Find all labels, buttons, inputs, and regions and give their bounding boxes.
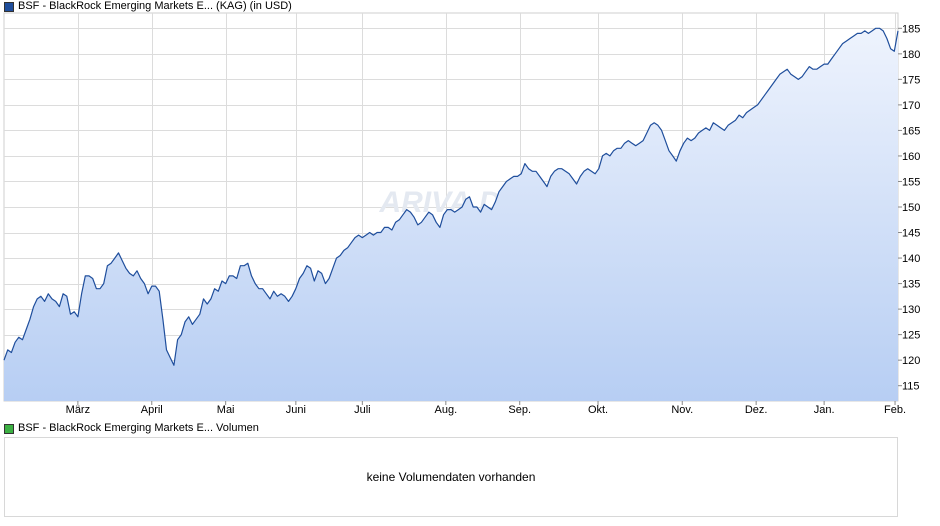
x-tick-label: Nov. <box>671 404 693 416</box>
volume-legend: BSF - BlackRock Emerging Markets E... Vo… <box>4 422 259 435</box>
y-tick-label: 175 <box>902 74 920 86</box>
price-chart: ARIVA.DE11512012513013514014515015516016… <box>3 12 920 416</box>
volume-empty-message: keine Volumendaten vorhanden <box>366 470 536 484</box>
y-tick-label: 125 <box>902 330 920 342</box>
price-area <box>4 28 898 402</box>
y-tick-label: 130 <box>902 304 920 316</box>
y-tick-label: 160 <box>902 151 920 163</box>
volume-legend-label: BSF - BlackRock Emerging Markets E... Vo… <box>18 422 259 434</box>
x-tick-label: Sep. <box>508 404 531 416</box>
y-tick-label: 150 <box>902 202 920 214</box>
x-tick-label: April <box>141 404 163 416</box>
volume-legend-swatch <box>4 423 14 434</box>
x-tick-label: Dez. <box>745 404 768 416</box>
volume-panel: keine Volumendaten vorhanden <box>4 437 898 517</box>
y-tick-label: 180 <box>902 49 920 61</box>
price-legend-swatch <box>4 1 14 12</box>
y-tick-label: 170 <box>902 100 920 112</box>
x-tick-label: Aug. <box>435 404 458 416</box>
y-tick-label: 115 <box>902 381 920 393</box>
y-tick-label: 165 <box>902 125 920 137</box>
y-tick-label: 135 <box>902 279 920 291</box>
y-tick-label: 185 <box>902 23 920 35</box>
y-tick-label: 120 <box>902 355 920 367</box>
x-tick-label: Okt. <box>588 404 608 416</box>
price-legend-label: BSF - BlackRock Emerging Markets E... (K… <box>18 0 292 12</box>
price-legend: BSF - BlackRock Emerging Markets E... (K… <box>4 0 292 13</box>
x-tick-label: Juni <box>286 404 306 416</box>
x-tick-label: Jan. <box>814 404 835 416</box>
y-tick-label: 140 <box>902 253 920 265</box>
x-tick-label: März <box>66 404 90 416</box>
price-line <box>3 27 899 366</box>
x-tick-label: Juli <box>354 404 371 416</box>
x-tick-label: Feb. <box>884 404 906 416</box>
x-tick-label: Mai <box>217 404 235 416</box>
y-tick-label: 145 <box>902 228 920 240</box>
y-tick-label: 155 <box>902 176 920 188</box>
